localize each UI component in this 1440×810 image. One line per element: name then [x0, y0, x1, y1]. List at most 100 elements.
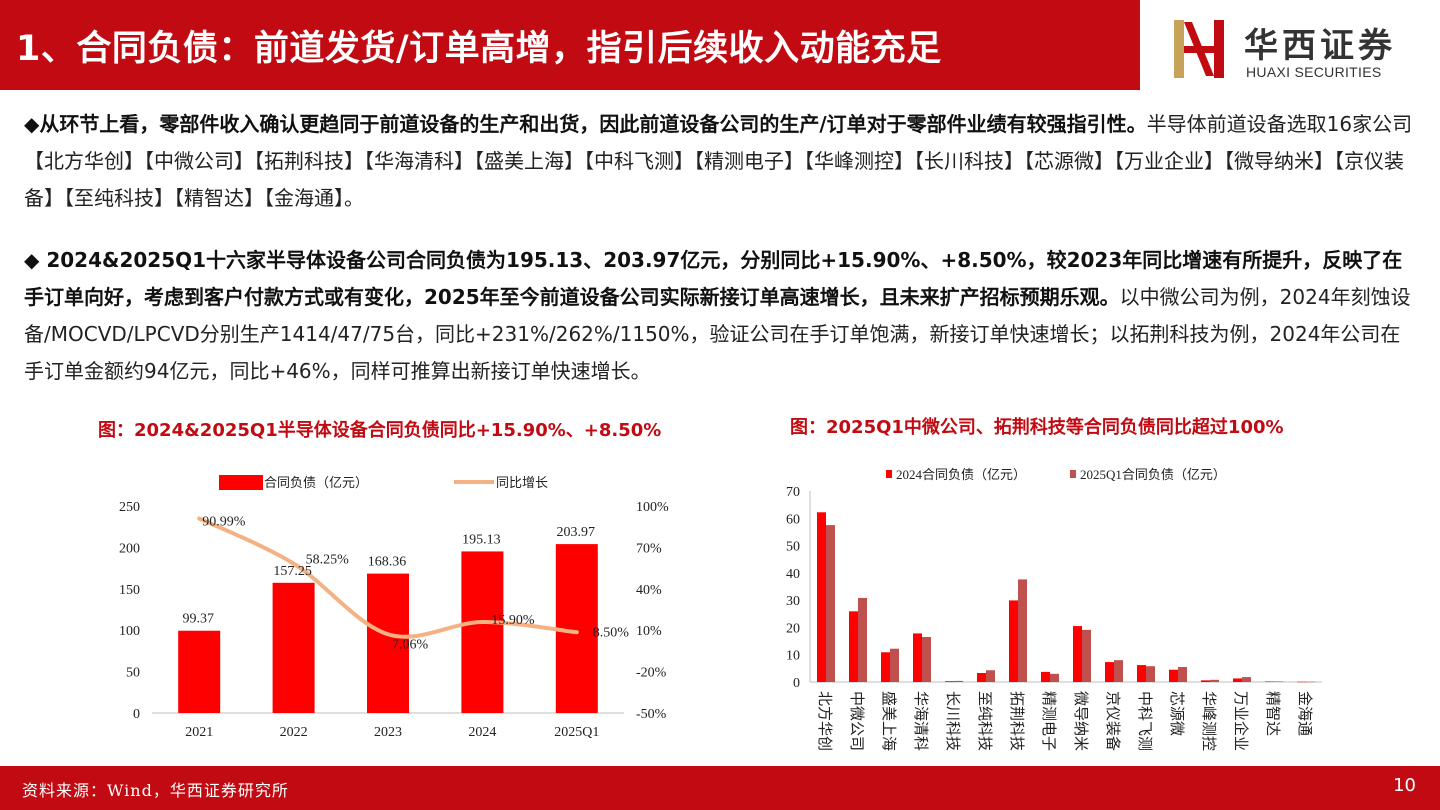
- x-tick-label: 微导纳米: [1072, 691, 1089, 751]
- bar-value-label: 99.37: [182, 612, 214, 627]
- bar: [1274, 681, 1283, 682]
- chart-2-title: 图：2025Q1中微公司、拓荆科技等合同负债同比超过100%: [790, 417, 1284, 438]
- bar: [1082, 629, 1091, 682]
- bar: [817, 512, 826, 682]
- bar: [1137, 665, 1146, 682]
- chart-1-title: 图：2024&2025Q1半导体设备合同负债同比+15.90%、+8.50%: [98, 420, 662, 441]
- y-tick-label: 40: [786, 567, 800, 582]
- logo-english-text: HUAXI SECURITIES: [1246, 64, 1382, 80]
- chart-1-contract-liabilities: 合同负债（亿元） 同比增长 0 50 100 150 200 250 -50% -20% 10…: [119, 475, 669, 740]
- bar: [178, 630, 221, 713]
- legend-line-label: 同比增长: [496, 475, 548, 490]
- x-tick-label: 中科飞测: [1136, 691, 1153, 751]
- logo-chinese-text: 华西证券: [1244, 26, 1396, 66]
- line-value-label: 7.06%: [392, 637, 429, 652]
- bar: [1018, 579, 1027, 682]
- bar: [913, 633, 922, 682]
- source-note: 资料来源：Wind，华西证券研究所: [22, 781, 289, 800]
- bar: [1114, 660, 1123, 682]
- y2-tick-label: 40%: [636, 583, 662, 598]
- x-tick-label: 2022: [280, 725, 308, 740]
- y2-tick-label: 70%: [636, 541, 662, 556]
- x-tick-label: 芯源微: [1168, 691, 1185, 736]
- bar: [1105, 662, 1114, 682]
- y-tick-label: 200: [119, 541, 140, 556]
- paragraph-component-relation: ◆从环节上看，零部件收入确认更趋同于前道设备的生产和出货，因此前道设备公司的生产…: [24, 106, 1416, 217]
- y2-tick-label: -50%: [636, 707, 667, 722]
- x-tick-label: 精智达: [1264, 691, 1282, 736]
- paragraph-1-body: 半导体前道设备选取16家公司【北方华创】【中微公司】【拓荆科技】【华海清科】【盛…: [24, 112, 1413, 210]
- y-tick-label: 50: [786, 540, 800, 555]
- bar: [1306, 681, 1315, 683]
- paragraph-contract-liabilities: ◆ 2024&2025Q1十六家半导体设备公司合同负债为195.13、203.9…: [24, 242, 1416, 390]
- y-tick-label: 0: [793, 676, 800, 691]
- legend-2025q1-label: 2025Q1合同负债（亿元）: [1080, 467, 1226, 482]
- x-tick-label: 京仪装备: [1104, 691, 1121, 751]
- title-bar: 1、合同负债：前道发货/订单高增，指引后续收入动能充足: [0, 0, 1140, 90]
- chart-2-company-contract-liabilities: 2024合同负债（亿元） 2025Q1合同负债（亿元） 0 10 20 30 40 50 6…: [786, 467, 1322, 751]
- line-value-label: 8.50%: [593, 625, 630, 640]
- x-tick-label: 拓荆科技: [1008, 691, 1025, 751]
- bar: [986, 670, 995, 682]
- x-tick-label: 2025Q1: [554, 725, 599, 740]
- x-tick-label: 万业企业: [1232, 691, 1250, 751]
- x-tick-label: 金海通: [1296, 691, 1313, 736]
- legend-2025q1-swatch: [1070, 470, 1076, 478]
- bar: [1210, 679, 1219, 682]
- bar: [1265, 681, 1274, 682]
- x-tick-label: 中微公司: [848, 691, 865, 751]
- line-value-label: 15.90%: [491, 613, 535, 628]
- y-tick-label: 60: [786, 512, 800, 527]
- x-tick-label: 北方华创: [816, 691, 833, 751]
- paragraph-1-bold: ◆从环节上看，零部件收入确认更趋同于前道设备的生产和出货，因此前道设备公司的生产…: [24, 112, 1147, 136]
- bar: [890, 648, 899, 682]
- bar-value-label: 203.97: [557, 525, 596, 540]
- x-tick-label: 精测电子: [1040, 691, 1057, 751]
- bar: [461, 551, 504, 713]
- line-value-label: 58.25%: [306, 553, 350, 568]
- bar: [1009, 600, 1018, 682]
- bar: [1297, 681, 1306, 683]
- x-tick-label: 华海清科: [912, 691, 929, 751]
- bar: [977, 672, 986, 682]
- y-tick-label: 0: [133, 707, 140, 722]
- y-tick-label: 30: [786, 594, 800, 609]
- bar: [858, 597, 867, 682]
- bar: [922, 636, 931, 682]
- line-value-label: 90.99%: [202, 514, 246, 529]
- y-tick-label: 100: [119, 624, 140, 639]
- paragraph-2-body: 以中微公司为例，2024年刻蚀设备/MOCVD/LPCVD分别生产1414/47…: [24, 285, 1411, 383]
- bar: [272, 582, 315, 713]
- yoy-line: [197, 516, 579, 639]
- x-tick-label: 2024: [468, 725, 496, 740]
- y-tick-label: 20: [786, 621, 800, 636]
- bar: [1146, 666, 1155, 682]
- y-tick-label: 150: [119, 583, 140, 598]
- footer-bar: 资料来源：Wind，华西证券研究所 10: [0, 766, 1440, 810]
- bar: [367, 573, 409, 713]
- page-number: 10: [1393, 775, 1416, 796]
- bar: [954, 680, 963, 682]
- bar: [826, 525, 835, 682]
- bar-value-label: 168.36: [368, 555, 407, 570]
- bar: [945, 681, 954, 682]
- company-logo: 华西证券 HUAXI SECURITIES: [1172, 16, 1432, 82]
- bar: [1242, 677, 1251, 682]
- y2-tick-label: 100%: [636, 500, 669, 515]
- x-tick-label: 2023: [374, 725, 402, 740]
- x-tick-label: 2021: [185, 725, 213, 740]
- x-tick-label: 长川科技: [944, 691, 961, 751]
- y-tick-label: 70: [786, 485, 800, 500]
- legend-2024-label: 2024合同负债（亿元）: [896, 467, 1026, 482]
- bar: [1178, 666, 1187, 682]
- legend-bar-swatch: [219, 475, 263, 490]
- bar: [1169, 669, 1178, 682]
- y2-tick-label: 10%: [636, 624, 662, 639]
- legend-bar-label: 合同负债（亿元）: [264, 475, 368, 490]
- bar-value-label: 157.25: [273, 564, 312, 579]
- bar: [849, 611, 858, 682]
- y-tick-label: 10: [786, 649, 800, 664]
- y-tick-label: 50: [126, 666, 140, 681]
- x-tick-label: 至纯科技: [976, 691, 993, 751]
- legend-2024-swatch: [886, 470, 892, 478]
